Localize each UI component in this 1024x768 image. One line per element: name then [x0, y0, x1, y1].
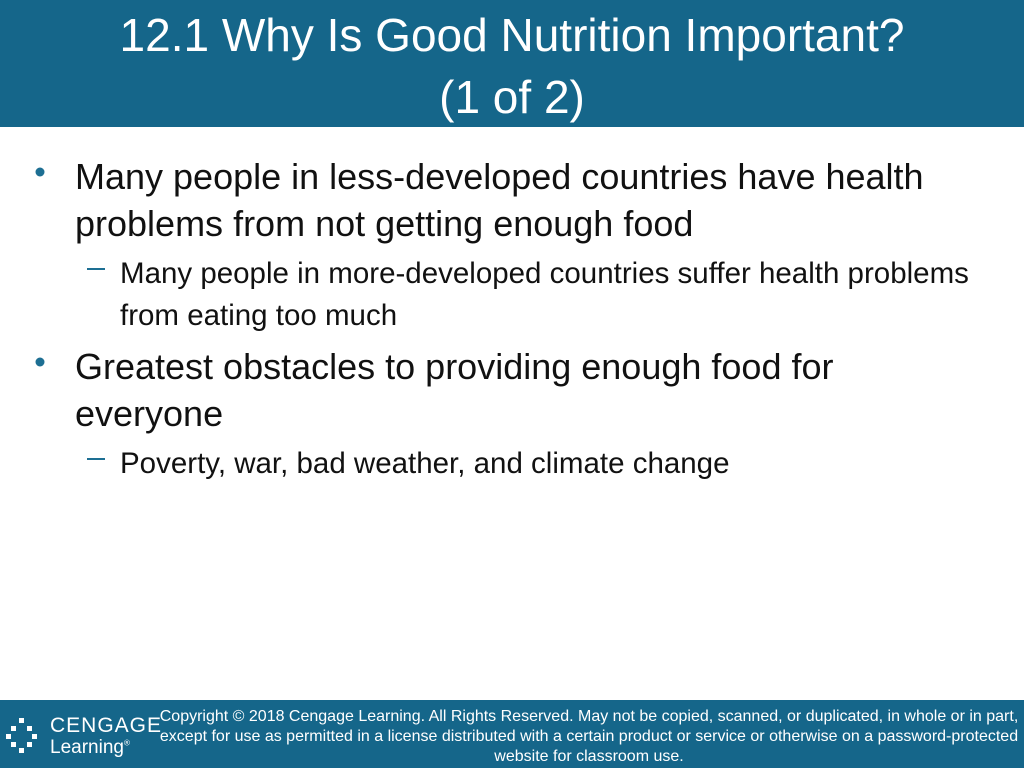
- bullet-dot: [35, 357, 45, 367]
- sub-bullet: Many people in more-developed countries …: [87, 253, 980, 337]
- bullet-text: Greatest obstacles to providing enough f…: [75, 346, 834, 434]
- sub-dash: [87, 458, 105, 460]
- logo-sub-text: Learning: [50, 737, 124, 758]
- title-band: 12.1 Why Is Good Nutrition Important? (1…: [0, 0, 1024, 127]
- sub-text: Many people in more-developed countries …: [120, 257, 969, 332]
- copyright: Copyright © 2018 Cengage Learning. All R…: [159, 708, 1019, 765]
- logo-mark: ®: [123, 738, 130, 748]
- logo-sub: Learning®: [50, 737, 130, 759]
- bullet-dot: [35, 167, 45, 177]
- title-line: 12.1 Why Is Good Nutrition Important?: [119, 9, 905, 61]
- sub-bullet: Poverty, war, bad weather, and climate c…: [87, 443, 980, 485]
- sub-dash: [87, 268, 105, 270]
- title-line: (1 of 2): [439, 71, 585, 123]
- logo-brand: CENGAGE: [50, 714, 163, 737]
- bullet-text: Many people in less-developed countries …: [75, 156, 924, 244]
- logo: CENGAGE Learning®: [4, 710, 161, 760]
- bullet: Greatest obstacles to providing enough f…: [35, 343, 925, 437]
- logo-icon: [6, 718, 37, 753]
- footer: CENGAGE Learning® Copyright © 2018 Cenga…: [0, 700, 1024, 768]
- content: Many people in less-developed countries …: [0, 153, 1024, 491]
- sub-text: Poverty, war, bad weather, and climate c…: [120, 447, 730, 480]
- bullet: Many people in less-developed countries …: [35, 153, 925, 247]
